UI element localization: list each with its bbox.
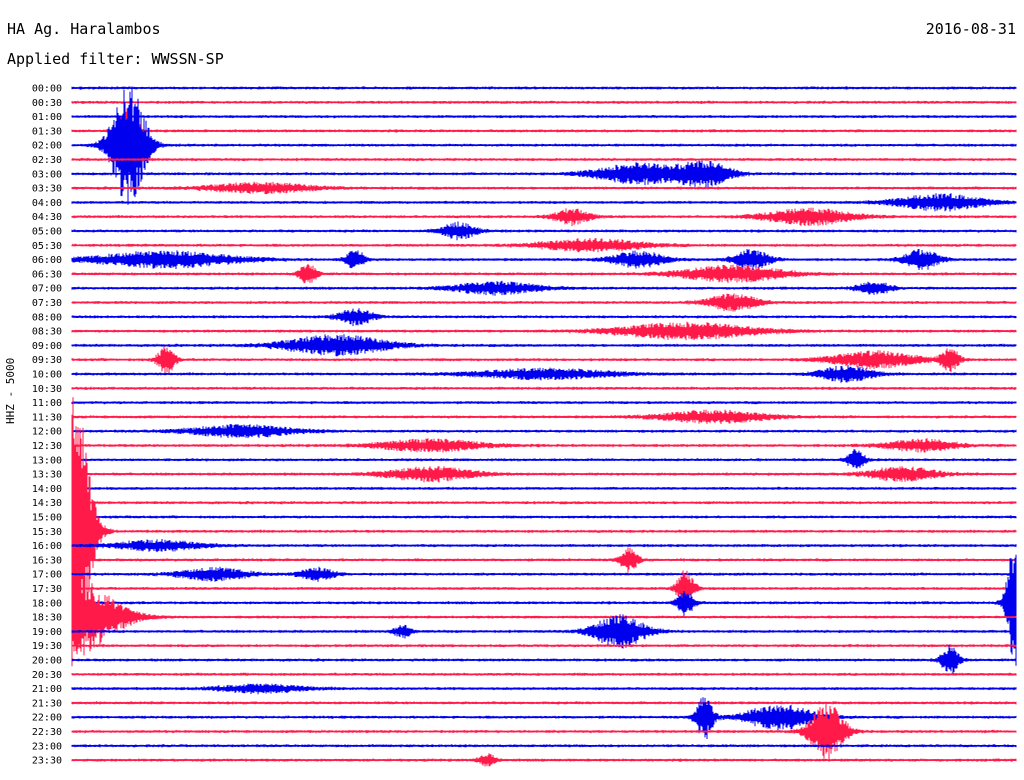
row-label: 02:00 bbox=[32, 141, 62, 152]
row-label: 07:00 bbox=[32, 284, 62, 295]
row-label: 11:30 bbox=[32, 412, 62, 423]
row-label: 16:00 bbox=[32, 541, 62, 552]
row-label: 19:00 bbox=[32, 627, 62, 638]
row-label: 16:30 bbox=[32, 555, 62, 566]
row-label: 07:30 bbox=[32, 298, 62, 309]
row-label: 10:00 bbox=[32, 370, 62, 381]
row-label: 15:30 bbox=[32, 527, 62, 538]
row-label: 03:30 bbox=[32, 184, 62, 195]
row-label: 09:30 bbox=[32, 355, 62, 366]
row-label: 17:00 bbox=[32, 570, 62, 581]
row-label: 23:30 bbox=[32, 756, 62, 767]
row-label: 08:30 bbox=[32, 327, 62, 338]
trace-line bbox=[71, 644, 1017, 674]
row-label: 13:30 bbox=[32, 470, 62, 481]
row-label: 06:00 bbox=[32, 255, 62, 266]
filter-label: Applied filter: WWSSN-SP bbox=[7, 50, 224, 68]
row-label: 20:00 bbox=[32, 656, 62, 667]
row-label: 10:30 bbox=[32, 384, 62, 395]
row-label: 19:30 bbox=[32, 641, 62, 652]
row-label: 05:00 bbox=[32, 227, 62, 238]
row-label: 06:30 bbox=[32, 269, 62, 280]
row-label: 01:30 bbox=[32, 126, 62, 137]
row-label: 23:00 bbox=[32, 741, 62, 752]
row-label: 09:00 bbox=[32, 341, 62, 352]
row-label: 04:00 bbox=[32, 198, 62, 209]
date-label: 2016-08-31 bbox=[925, 20, 1016, 38]
row-label: 14:30 bbox=[32, 498, 62, 509]
row-label: 13:00 bbox=[32, 455, 62, 466]
row-label: 18:30 bbox=[32, 613, 62, 624]
row-label: 20:30 bbox=[32, 670, 62, 681]
row-label: 22:30 bbox=[32, 727, 62, 738]
row-label: 00:30 bbox=[32, 98, 62, 109]
row-label: 15:00 bbox=[32, 513, 62, 524]
row-label: 21:30 bbox=[32, 698, 62, 709]
row-label: 03:00 bbox=[32, 169, 62, 180]
row-label: 11:00 bbox=[32, 398, 62, 409]
row-label: 05:30 bbox=[32, 241, 62, 252]
row-label: 12:00 bbox=[32, 427, 62, 438]
row-label: 02:30 bbox=[32, 155, 62, 166]
row-label: 22:00 bbox=[32, 713, 62, 724]
row-label: 08:00 bbox=[32, 312, 62, 323]
row-label: 01:00 bbox=[32, 112, 62, 123]
row-label: 18:00 bbox=[32, 598, 62, 609]
row-label: 14:00 bbox=[32, 484, 62, 495]
station-title: HA Ag. Haralambos bbox=[7, 20, 161, 38]
trace-line bbox=[71, 449, 1017, 469]
row-label: 21:00 bbox=[32, 684, 62, 695]
row-label: 04:30 bbox=[32, 212, 62, 223]
row-label: 00:00 bbox=[32, 84, 62, 95]
row-label: 12:30 bbox=[32, 441, 62, 452]
row-label: 17:30 bbox=[32, 584, 62, 595]
